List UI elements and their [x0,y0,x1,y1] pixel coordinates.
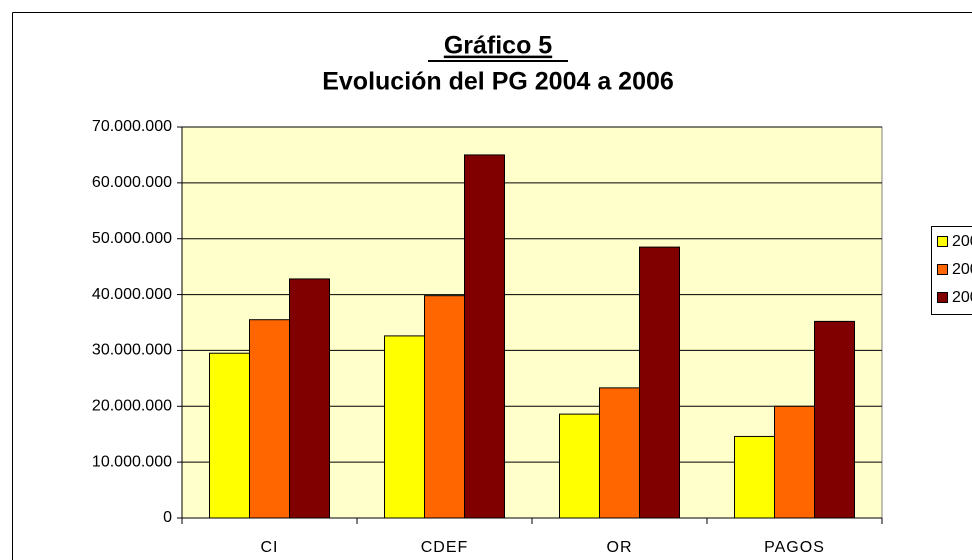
legend-label: 2006 [952,289,972,306]
x-tick-label: CI [261,539,279,556]
bar [734,435,775,519]
y-tick-label: 10.000.000 [92,453,172,470]
bar [209,352,250,519]
legend-swatch [937,292,948,303]
bar [384,335,425,519]
y-tick-label: 0 [163,509,172,526]
bar [464,154,505,519]
y-tick-label: 30.000.000 [92,342,172,359]
y-tick-label: 70.000.000 [92,118,172,135]
bar [424,295,465,519]
bar [249,319,290,519]
x-tick-label: CDEF [421,539,469,556]
x-tick-label: OR [607,539,633,556]
y-tick-label: 50.000.000 [92,230,172,247]
legend-label: 2004 [952,233,972,250]
bar [814,320,855,519]
legend-swatch [937,264,948,275]
y-tick-label: 40.000.000 [92,286,172,303]
bar [599,387,640,519]
bar [774,405,815,519]
bar [639,246,680,519]
y-tick-label: 60.000.000 [92,174,172,191]
bar [289,278,330,519]
bar [559,413,600,519]
chart-title: Gráfico 5 [444,32,552,60]
legend-swatch [937,236,948,247]
x-tick-label: PAGOS [764,539,825,556]
chart-subtitle: Evolución del PG 2004 a 2006 [322,68,674,96]
y-tick-label: 20.000.000 [92,398,172,415]
legend-label: 2005 [952,261,972,278]
